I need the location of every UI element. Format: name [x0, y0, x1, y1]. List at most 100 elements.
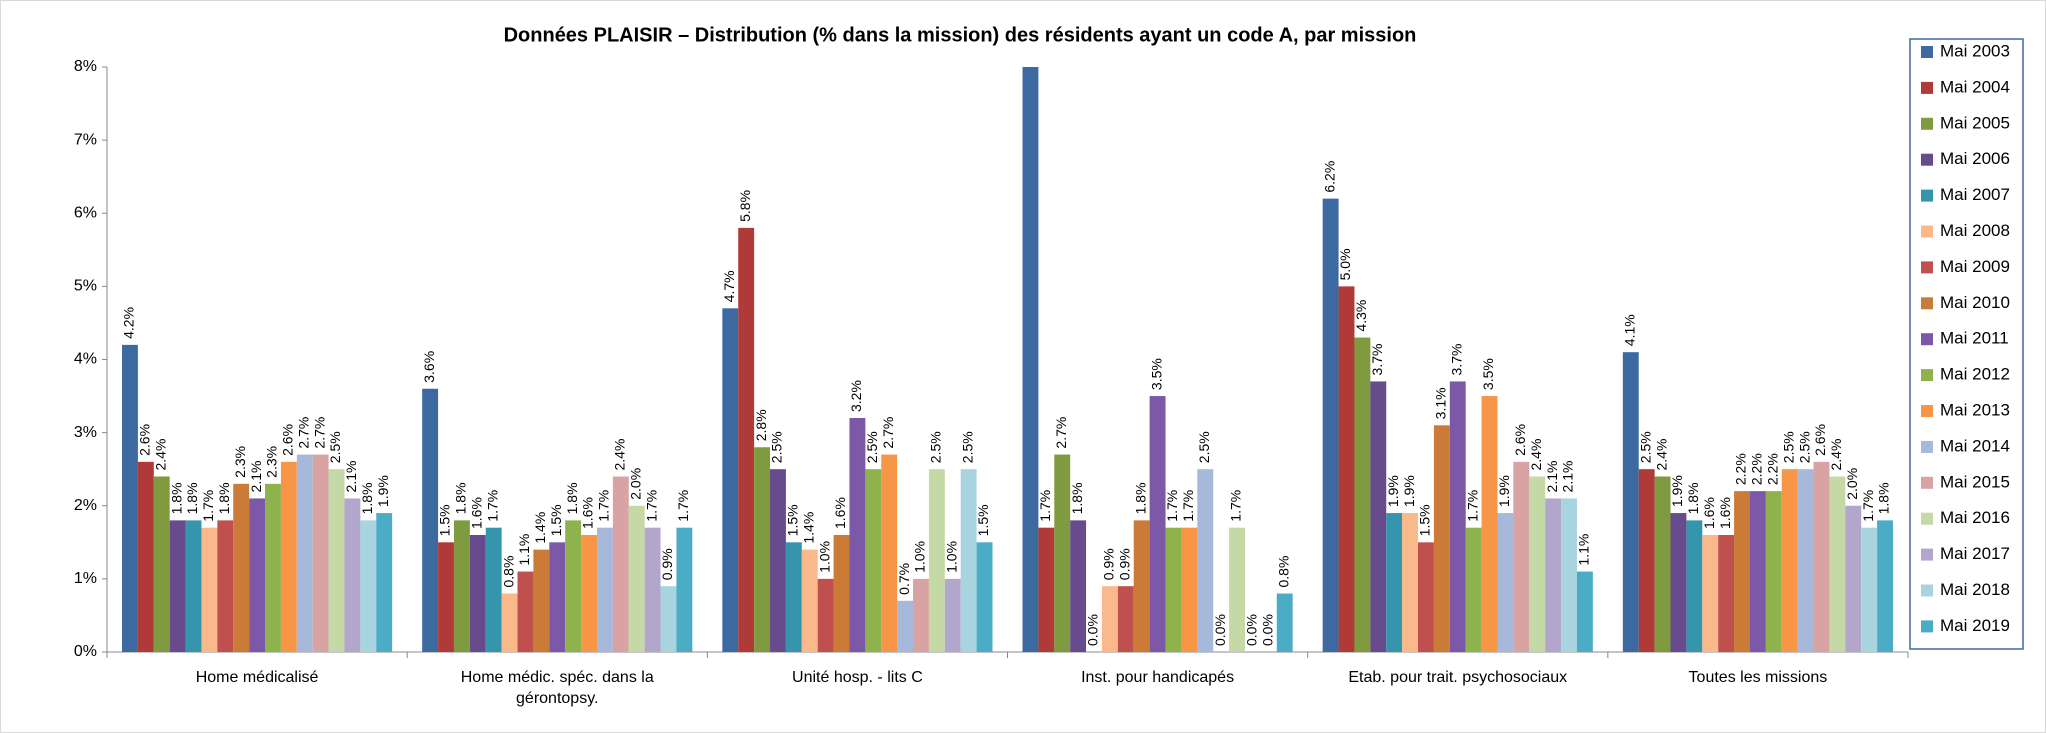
bar — [122, 344, 138, 652]
data-label: 4.1% — [1621, 314, 1637, 346]
bar — [754, 447, 771, 652]
bar — [1117, 586, 1134, 652]
legend-swatch — [1921, 620, 1933, 633]
bar — [1654, 476, 1671, 652]
y-tick-label: 0% — [74, 643, 97, 660]
data-label: 1.7% — [1860, 490, 1876, 522]
legend-swatch — [1921, 189, 1933, 202]
x-tick-label: Unité hosp. - lits C — [792, 669, 923, 686]
legend-swatch — [1921, 297, 1933, 310]
bar — [1845, 505, 1862, 652]
data-label: 1.8% — [359, 482, 375, 514]
bar — [137, 461, 154, 652]
bar — [296, 454, 313, 652]
bar — [849, 418, 866, 652]
bar — [928, 469, 945, 652]
bar — [676, 527, 693, 652]
bar — [581, 535, 597, 652]
data-label: 1.7% — [484, 490, 500, 522]
bar — [1149, 396, 1166, 652]
bar — [738, 227, 755, 652]
data-label: 1.7% — [675, 490, 691, 522]
chart-title: Données PLAISIR – Distribution (% dans l… — [504, 24, 1417, 46]
data-label: 3.5% — [1480, 358, 1496, 390]
data-label: 1.6% — [1701, 497, 1717, 529]
data-label: 2.5% — [1196, 431, 1212, 463]
data-label: 1.8% — [1069, 482, 1085, 514]
legend-swatch — [1921, 584, 1933, 597]
data-label: 3.6% — [421, 351, 437, 383]
data-label: 1.5% — [548, 504, 564, 536]
bar — [1622, 352, 1639, 652]
legend-label: Mai 2007 — [1940, 185, 2010, 204]
bar — [612, 476, 629, 652]
bar — [1861, 527, 1878, 652]
x-tick-label: Toutes les missions — [1689, 669, 1828, 686]
data-label: 1.8% — [453, 482, 469, 514]
data-label: 1.8% — [1685, 482, 1701, 514]
bar — [1070, 520, 1087, 652]
legend-label: Mai 2004 — [1940, 77, 2010, 96]
legend-label: Mai 2019 — [1940, 616, 2010, 635]
data-label: 1.8% — [564, 482, 580, 514]
bar — [1797, 469, 1814, 652]
bar — [217, 520, 234, 652]
data-label: 1.9% — [375, 475, 391, 507]
data-label: 2.1% — [1544, 461, 1560, 493]
data-label: 1.9% — [1401, 475, 1417, 507]
legend-label: Mai 2017 — [1940, 544, 2010, 563]
data-label: 4.3% — [1353, 300, 1369, 332]
bar — [469, 535, 486, 652]
bar — [549, 542, 566, 652]
data-label: 1.8% — [1876, 482, 1892, 514]
data-label: 0.7% — [896, 563, 912, 595]
data-label: 0.8% — [500, 556, 516, 588]
data-label: 2.1% — [1560, 461, 1576, 493]
data-label: 3.7% — [1448, 344, 1464, 376]
legend-label: Mai 2003 — [1940, 41, 2010, 60]
legend-label: Mai 2018 — [1940, 580, 2010, 599]
data-label: 2.0% — [1844, 468, 1860, 500]
bar — [422, 388, 439, 652]
legend-swatch — [1921, 153, 1933, 166]
data-label: 1.4% — [800, 512, 816, 544]
data-label: 2.5% — [959, 431, 975, 463]
legend-swatch — [1921, 405, 1933, 417]
data-label: 0.0% — [1085, 614, 1101, 646]
data-label: 1.7% — [1228, 490, 1244, 522]
bar — [785, 542, 802, 652]
data-label: 3.1% — [1433, 387, 1449, 419]
bar — [453, 520, 470, 652]
data-label: 2.4% — [1528, 439, 1544, 471]
bar — [1181, 527, 1198, 652]
legend-swatch — [1921, 46, 1933, 58]
bar — [1561, 498, 1577, 652]
legend-swatch — [1921, 548, 1933, 561]
legend-label: Mai 2005 — [1940, 113, 2010, 132]
data-label: 2.6% — [1512, 424, 1528, 456]
bar — [1054, 454, 1071, 652]
bar — [1354, 337, 1371, 652]
data-label: 1.8% — [168, 482, 184, 514]
data-label: 4.7% — [721, 270, 737, 302]
data-label: 2.5% — [1637, 431, 1653, 463]
data-label: 0.9% — [1101, 548, 1117, 580]
data-label: 1.7% — [596, 490, 612, 522]
legend-label: Mai 2016 — [1940, 508, 2010, 527]
data-label: 2.5% — [864, 431, 880, 463]
y-tick-label: 2% — [74, 497, 97, 514]
bar — [1813, 461, 1830, 652]
data-label: 2.8% — [753, 409, 769, 441]
data-label: 2.4% — [1653, 439, 1669, 471]
legend-swatch — [1921, 476, 1933, 489]
bar — [360, 520, 377, 652]
data-label: 2.7% — [1053, 417, 1069, 449]
bar — [501, 593, 518, 652]
data-label: 2.6% — [280, 424, 296, 456]
data-label: 1.5% — [975, 504, 991, 536]
data-label: 2.7% — [311, 417, 327, 449]
data-label: 1.7% — [1464, 490, 1480, 522]
data-label: 1.8% — [216, 482, 232, 514]
legend-label: Mai 2014 — [1940, 436, 2010, 455]
